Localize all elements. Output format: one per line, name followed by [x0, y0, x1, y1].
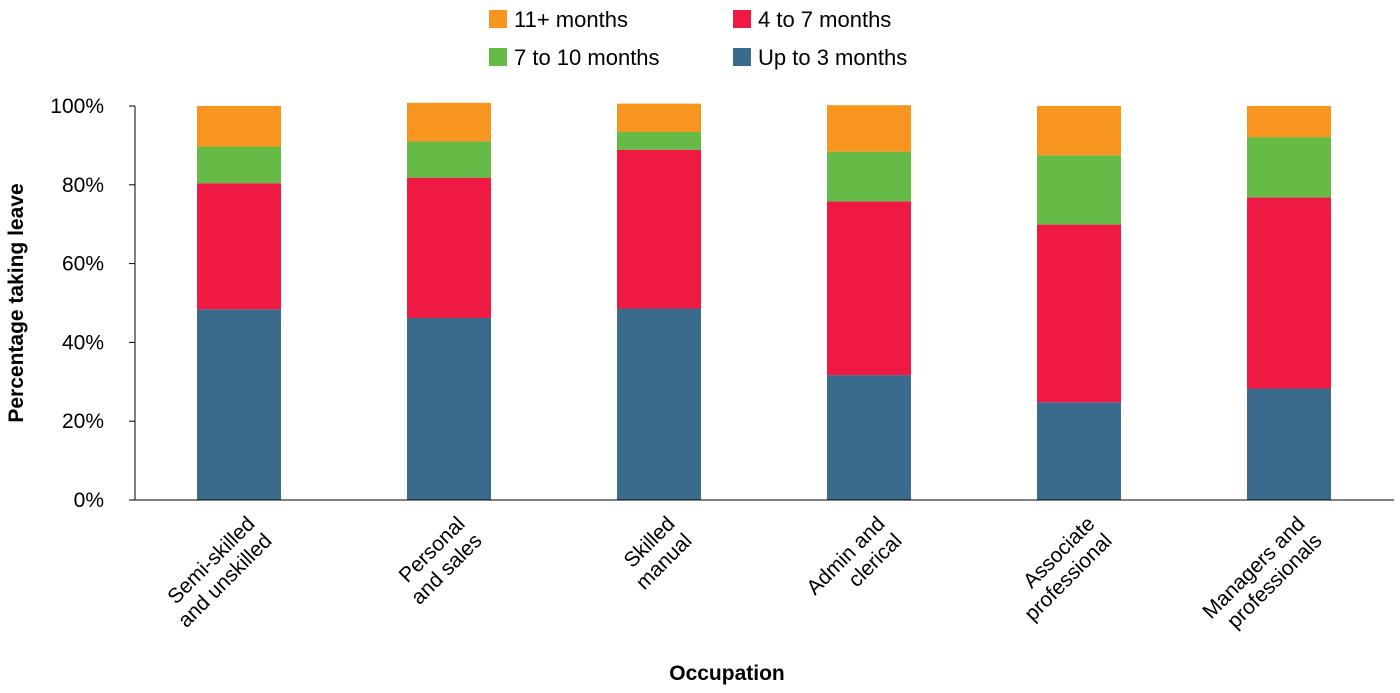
bar-segment — [617, 308, 701, 500]
y-tick-label: 100% — [50, 95, 104, 118]
legend-label: 4 to 7 months — [758, 7, 891, 32]
bar-segment — [407, 141, 491, 178]
bar-segment — [827, 105, 911, 152]
bar-segment — [407, 102, 491, 142]
y-axis-title: Percentage taking leave — [5, 183, 28, 422]
legend-label: 7 to 10 months — [514, 45, 660, 70]
bars — [197, 102, 1331, 500]
bar-segment — [407, 177, 491, 318]
bar-segment — [1037, 402, 1121, 500]
bar-segment — [1037, 106, 1121, 156]
bar-segment — [827, 151, 911, 202]
legend-swatch — [733, 10, 751, 28]
legend: 11+ months 4 to 7 months 7 to 10 months Up … — [489, 7, 907, 70]
bar-segment — [407, 317, 491, 500]
bar-segment — [617, 132, 701, 150]
bar-segment — [1247, 197, 1331, 389]
y-tick-label: 0% — [74, 489, 104, 512]
bar-segment — [1247, 106, 1331, 138]
bar-segment — [617, 103, 701, 133]
bar-segment — [1037, 224, 1121, 403]
x-axis-title: Occupation — [669, 662, 785, 685]
y-tick-label: 60% — [62, 253, 104, 276]
legend-label: 11+ months — [514, 7, 628, 32]
y-tick-label: 40% — [62, 331, 104, 354]
bar-segment — [1037, 155, 1121, 225]
bar-segment — [197, 106, 281, 147]
legend-swatch — [489, 10, 507, 28]
legend-label: Up to 3 months — [758, 45, 907, 70]
bar-segment — [1247, 137, 1331, 198]
legend-swatch — [733, 48, 751, 66]
y-tick-label: 20% — [62, 410, 104, 433]
legend-swatch — [489, 48, 507, 66]
legend-item: 4 to 7 months — [733, 7, 891, 32]
bar-segment — [827, 375, 911, 500]
bar-segment — [827, 201, 911, 376]
legend-item: 11+ months — [489, 7, 628, 32]
legend-item: Up to 3 months — [733, 45, 907, 70]
bar-segment — [617, 149, 701, 309]
legend-item: 7 to 10 months — [489, 45, 660, 70]
bar-segment — [1247, 388, 1331, 500]
bar-segment — [197, 146, 281, 184]
y-tick-label: 80% — [62, 174, 104, 197]
bar-segment — [197, 309, 281, 500]
bar-segment — [197, 183, 281, 310]
